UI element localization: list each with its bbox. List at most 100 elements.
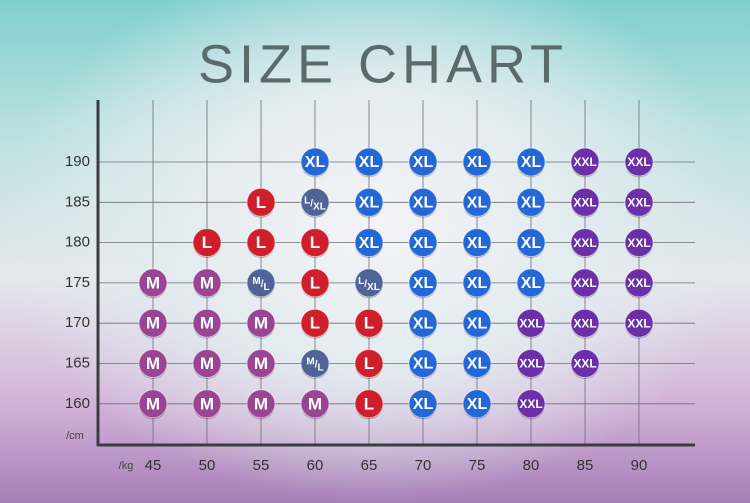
size-label: M: [200, 394, 214, 413]
size-label: M: [200, 354, 214, 373]
size-badge: XXL: [570, 308, 600, 339]
size-label: XL: [467, 275, 488, 292]
size-badge: XL: [462, 147, 492, 178]
size-label: L: [202, 233, 212, 252]
badge-circle: [408, 389, 438, 419]
size-label: L: [310, 273, 320, 292]
size-badge: L: [246, 228, 276, 259]
size-label: XL: [413, 235, 434, 252]
size-badge: XL: [408, 228, 438, 259]
size-badge: XL: [516, 268, 546, 299]
size-badge: XL: [516, 187, 546, 218]
size-label: L: [364, 354, 374, 373]
size-badge: XXL: [624, 147, 654, 178]
y-label: 170: [65, 314, 90, 331]
x-label: 55: [253, 457, 270, 474]
y-label: 165: [65, 354, 90, 371]
size-label: XXL: [573, 276, 596, 290]
badge-circle: [300, 187, 330, 217]
y-label: 180: [65, 234, 90, 251]
size-badge: M/L: [300, 349, 330, 379]
size-label: XXL: [573, 195, 596, 209]
size-label: XXL: [627, 276, 650, 290]
size-badge: XL: [354, 147, 384, 178]
size-badge: M: [192, 349, 222, 379]
size-badge: XL: [408, 349, 438, 379]
x-label: 60: [307, 457, 324, 474]
size-label: XL: [359, 235, 380, 252]
size-badge: M: [138, 308, 168, 339]
badge-circle: [408, 308, 438, 338]
badge-circle: [138, 268, 168, 298]
size-badge: XL: [408, 187, 438, 218]
badge-circle: [246, 349, 276, 378]
size-badge: XXL: [624, 308, 654, 339]
badge-circle: [516, 308, 546, 338]
size-label: L: [310, 233, 320, 252]
size-badge: XXL: [624, 228, 654, 259]
size-label: XL: [467, 154, 488, 171]
size-label: XL: [359, 195, 380, 212]
size-label: XL: [521, 154, 542, 171]
y-label: 190: [65, 153, 90, 170]
size-badge: XL: [462, 187, 492, 218]
size-badge: M: [138, 389, 168, 420]
size-badge: XL: [462, 268, 492, 299]
x-unit: /kg: [119, 460, 134, 472]
size-label: M: [254, 354, 268, 373]
size-badge: XL: [462, 228, 492, 259]
badge-circle: [462, 308, 492, 338]
badge-circle: [192, 268, 222, 298]
size-badge: M: [246, 389, 276, 420]
size-badge: XL: [462, 349, 492, 379]
size-label: XL: [467, 396, 488, 413]
badge-circle: [354, 349, 384, 378]
size-badge: XL: [462, 389, 492, 420]
badge-circle: [192, 228, 222, 258]
badge-circle: [570, 187, 600, 217]
badge-circle: [624, 187, 654, 217]
size-badge: M: [246, 349, 276, 379]
badge-circle: [300, 268, 330, 298]
size-label: M: [200, 314, 214, 333]
badge-circle: [570, 147, 600, 177]
size-badge: XL: [354, 187, 384, 218]
size-badge: XXL: [570, 268, 600, 299]
badge-circle: [570, 349, 600, 378]
size-label: XXL: [573, 316, 596, 330]
y-label: 160: [65, 395, 90, 412]
size-label: M: [146, 394, 160, 413]
size-badge: M: [192, 389, 222, 420]
size-badge: XL: [516, 228, 546, 259]
size-badge: L: [354, 389, 384, 420]
size-badge: L: [192, 228, 222, 259]
badge-circle: [354, 268, 384, 298]
size-badge: M: [138, 349, 168, 379]
size-label: XXL: [519, 357, 542, 371]
badge-circle: [462, 147, 492, 177]
size-badge: XXL: [570, 147, 600, 178]
size-badge: XXL: [570, 349, 600, 379]
size-badge: XXL: [624, 187, 654, 218]
size-label: XL: [521, 235, 542, 252]
x-label: 70: [415, 457, 432, 474]
size-badge: L: [300, 228, 330, 259]
size-badge: M: [246, 308, 276, 339]
size-badge: XL: [300, 147, 330, 178]
size-badge: XXL: [516, 349, 546, 379]
size-badge: XL: [408, 308, 438, 339]
size-label: XL: [467, 356, 488, 373]
y-unit: /cm: [66, 430, 84, 442]
size-badge: XXL: [570, 187, 600, 218]
size-label: XXL: [627, 236, 650, 250]
size-label: XL: [413, 275, 434, 292]
badge-circle: [408, 349, 438, 378]
x-label: 65: [361, 457, 378, 474]
size-badge: XL: [462, 308, 492, 339]
size-badge: L: [300, 268, 330, 299]
badge-circle: [300, 147, 330, 177]
size-label: M/L: [306, 356, 323, 373]
badge-circle: [624, 228, 654, 258]
size-badge: XXL: [570, 228, 600, 259]
